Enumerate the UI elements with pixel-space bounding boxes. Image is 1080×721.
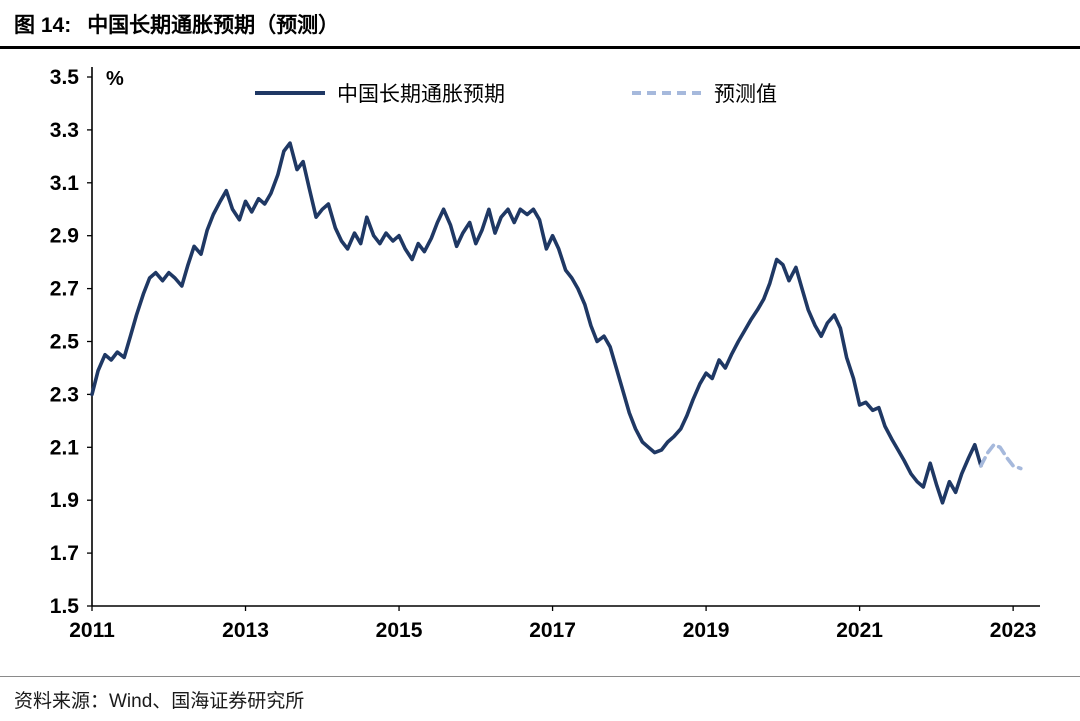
y-tick-label: 3.5 <box>50 66 80 89</box>
figure-title: 中国长期通胀预期（预测） <box>87 14 340 37</box>
y-tick-label: 2.9 <box>50 225 79 248</box>
y-tick-label: 2.3 <box>50 383 79 406</box>
main-series-line <box>90 141 983 505</box>
y-tick-label: 2.1 <box>50 436 80 459</box>
figure-number-label: 图 14: <box>14 14 72 37</box>
x-tick-label: 2017 <box>529 619 576 642</box>
line-chart: 1.5 1.7 1.9 2.1 2.3 2.5 2.7 2.9 3.1 3.3 3.5 2011 201… <box>0 49 1080 664</box>
x-tick-label: 2021 <box>836 619 883 642</box>
figure-footer: 资料来源：Wind、国海证券研究所 <box>0 676 1080 713</box>
legend-label-1: 预测值 <box>714 83 777 106</box>
y-tick-label: 3.1 <box>50 172 80 195</box>
x-tick-label: 2011 <box>69 619 115 642</box>
forecast-series-line <box>979 442 1023 471</box>
figure-header: 图 14: 中国长期通胀预期（预测） <box>0 0 1080 49</box>
y-tick-label: 2.7 <box>50 278 79 301</box>
y-tick-label: 1.7 <box>50 542 79 565</box>
y-axis-unit-label: % <box>106 68 124 90</box>
y-tick-label: 3.3 <box>50 119 79 142</box>
x-tick-label: 2023 <box>990 619 1037 642</box>
source-text: 资料来源：Wind、国海证券研究所 <box>14 691 305 712</box>
y-tick-label: 1.9 <box>50 489 79 512</box>
x-tick-label: 2013 <box>222 619 269 642</box>
chart-canvas: 1.5 1.7 1.9 2.1 2.3 2.5 2.7 2.9 3.1 3.3 3.5 2011 201… <box>50 66 1040 642</box>
x-tick-label: 2015 <box>376 619 423 642</box>
y-tick-label: 1.5 <box>50 595 80 618</box>
legend-label-0: 中国长期通胀预期 <box>337 83 505 106</box>
y-tick-label: 2.5 <box>50 331 80 354</box>
x-tick-label: 2019 <box>683 619 730 642</box>
